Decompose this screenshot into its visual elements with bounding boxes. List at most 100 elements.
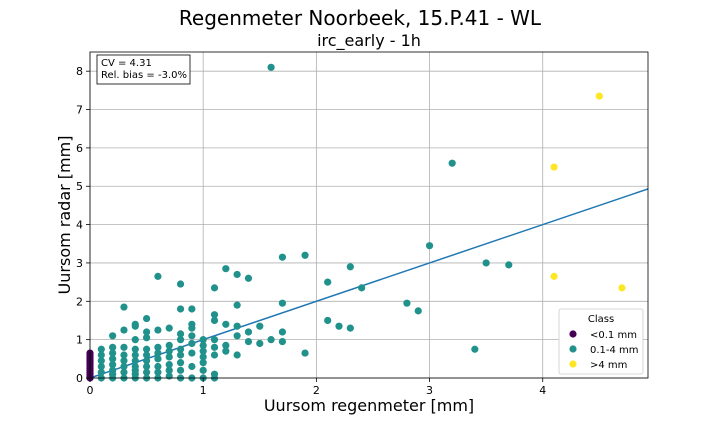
x-tick-label: 4 (539, 384, 546, 397)
data-point (233, 301, 241, 309)
data-point (188, 305, 196, 313)
data-point (199, 353, 207, 361)
data-point (210, 284, 219, 292)
stats-cv: CV = 4.31 (101, 58, 152, 69)
data-point (165, 347, 173, 355)
data-point (109, 355, 117, 363)
data-point (278, 328, 287, 336)
data-point (403, 299, 411, 307)
data-point (188, 349, 196, 357)
data-point (131, 362, 139, 371)
y-tick-label: 3 (76, 257, 83, 270)
data-point (471, 345, 479, 353)
data-point (154, 343, 162, 351)
data-point (120, 351, 128, 359)
axis-ticks: 0 1 2 3 4 0 1 2 3 4 5 6 7 8 (76, 65, 546, 397)
data-point (97, 357, 105, 365)
data-point (222, 347, 230, 355)
data-point (142, 362, 151, 371)
data-point (199, 336, 207, 344)
stats-bias: Rel. bias = -3.0% (101, 70, 187, 81)
data-point (97, 368, 105, 376)
data-point (233, 351, 241, 359)
data-point (301, 251, 309, 259)
data-point (188, 320, 196, 328)
data-point (222, 320, 230, 328)
legend: Class <0.1 mm 0.1-4 mm >4 mm (558, 308, 644, 375)
data-point (165, 360, 173, 369)
data-point (278, 253, 287, 261)
data-point (210, 343, 219, 351)
data-point (97, 351, 105, 359)
x-tick-label: 2 (313, 384, 320, 397)
data-point (176, 336, 185, 344)
data-point (244, 328, 253, 336)
data-point (165, 353, 173, 361)
data-point (142, 368, 151, 376)
data-point (120, 303, 128, 311)
data-point (550, 272, 558, 280)
data-point (278, 299, 287, 307)
data-point (176, 359, 185, 367)
data-point (210, 336, 219, 344)
data-point (222, 341, 230, 349)
data-point (335, 322, 343, 330)
data-point (109, 360, 117, 369)
data-point (131, 320, 139, 328)
legend-entry: 0.1-4 mm (590, 345, 639, 356)
data-point (618, 284, 626, 292)
data-point (482, 259, 490, 267)
legend-entry: >4 mm (590, 360, 627, 371)
data-point (176, 305, 185, 313)
data-point (210, 316, 219, 325)
data-point (154, 355, 162, 363)
data-point (165, 341, 173, 349)
data-points (86, 63, 626, 382)
data-point (109, 366, 117, 374)
y-tick-label: 1 (76, 334, 83, 347)
data-point (154, 272, 162, 280)
data-point (142, 334, 151, 342)
data-point (414, 307, 422, 315)
legend-frame (558, 308, 644, 375)
data-point (244, 337, 253, 346)
chart-title: Regenmeter Noorbeek, 15.P.41 - WL (179, 6, 542, 30)
data-point (199, 359, 207, 367)
data-point (188, 362, 196, 371)
data-point (188, 339, 196, 348)
data-point (142, 351, 151, 359)
data-point (109, 332, 117, 340)
fit-line-group (89, 188, 649, 379)
data-point (165, 324, 173, 332)
data-point (199, 341, 207, 349)
data-point (448, 159, 456, 167)
data-point (188, 332, 196, 340)
data-point (120, 357, 128, 365)
data-point (176, 345, 185, 353)
plot-frame (89, 51, 649, 379)
data-point (131, 345, 139, 353)
data-point (267, 63, 275, 71)
data-point (109, 343, 117, 351)
fit-line (89, 188, 649, 379)
data-point (233, 332, 241, 340)
data-point (176, 366, 185, 374)
data-point (233, 322, 241, 330)
data-point (176, 330, 185, 338)
data-point (176, 280, 185, 288)
data-point (256, 339, 264, 348)
data-point (324, 278, 332, 286)
data-point (97, 362, 105, 371)
data-point (244, 274, 253, 282)
data-point (301, 349, 309, 357)
data-point (595, 92, 603, 100)
data-point (176, 351, 185, 359)
data-point (109, 349, 117, 357)
y-tick-label: 4 (76, 219, 83, 232)
data-point (120, 362, 128, 371)
x-tick-label: 0 (87, 384, 94, 397)
data-point (199, 347, 207, 355)
stats-box: CV = 4.31 Rel. bias = -3.0% (96, 54, 191, 85)
data-point (142, 357, 151, 365)
data-point (358, 284, 366, 292)
